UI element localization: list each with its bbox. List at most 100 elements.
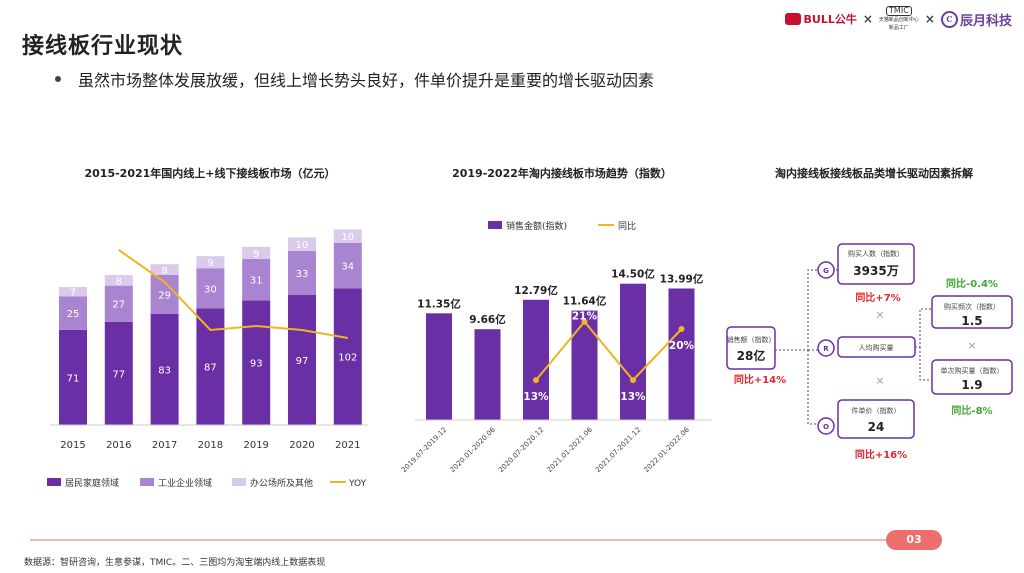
driver-connector-r2 (919, 347, 932, 381)
chart1-bar-label-2016-s0: 77 (112, 369, 125, 380)
page-number-badge: 03 (886, 530, 942, 550)
chart1-bar-label-2018-s0: 87 (204, 363, 217, 374)
driver-r1-change: 同比-0.4% (946, 277, 998, 290)
chart1-bar-2018-s0 (196, 308, 225, 425)
footnote: 数据源：智研咨询，生意参谋，TMIC。二、三图均为淘宝端内线上数据表现 (24, 558, 326, 568)
chart2-bar-5 (668, 288, 695, 420)
chart1-bar-2015-s0 (59, 329, 87, 425)
chart1-bar-2020-s0 (288, 295, 316, 425)
driver-o-circle (817, 417, 835, 435)
chart1-x-tick-2016: 2016 (106, 440, 131, 451)
chart1-bar-label-2019-s2: 9 (253, 249, 259, 260)
chart1-bar-2019-s2 (242, 246, 271, 259)
chart1-bar-label-2021-s2: 10 (341, 232, 354, 243)
bull-logo-icon (784, 13, 801, 25)
driver-r2-box (931, 359, 1013, 395)
chart1-bar-label-2018-s2: 9 (207, 258, 213, 269)
chart1-bar-label-2018-s1: 30 (204, 284, 217, 295)
driver-o-box (837, 399, 915, 439)
driver-r1-label: 购买频次（指数） (944, 302, 1000, 311)
chart2-legend-label-0: 销售金额(指数) (506, 220, 567, 232)
chart2-title: 2019-2022年淘内接线板市场趋势（指数） (452, 166, 672, 180)
separator-x: × (862, 12, 873, 26)
chart1-legend-swatch-2 (232, 478, 246, 486)
chart1-bar-label-2019-s1: 31 (250, 276, 263, 287)
chart1-x-tick-2015: 2015 (60, 440, 85, 451)
driver-r-label: 人均购买量 (859, 343, 894, 352)
chart2-x-tick-3: 2021.01-2021.06 (546, 425, 595, 474)
chart2-yoy-label-5: 20% (669, 340, 695, 352)
chart1-bar-2021-s1 (333, 242, 362, 289)
driver-r1-value: 1.5 (961, 314, 982, 328)
chart1-bar-2016-s1 (104, 285, 133, 322)
chart2-legend-label-1: 同比 (618, 220, 636, 232)
driver-root-box (726, 326, 776, 370)
chart1-x-tick-2020: 2020 (289, 440, 314, 451)
chart2-bar-0 (426, 313, 452, 420)
driver-times-1: × (875, 308, 884, 321)
driver-connector-r1 (915, 308, 932, 348)
chart1-bar-2020-s1 (288, 250, 316, 296)
chart1-bar-2018-s2 (196, 256, 225, 269)
driver-times-3: × (967, 339, 976, 352)
chart2-yoy-label-3: 21% (572, 311, 598, 323)
chart2-yoy-point-2 (533, 377, 539, 384)
chart1-bar-2018-s1 (196, 268, 225, 309)
bull-logo: BULL公牛 (784, 11, 857, 27)
chart1-bar-label-2020-s0: 97 (296, 356, 309, 367)
chart2-bar-label-1: 9.66亿 (469, 313, 506, 326)
chart1-bar-label-2016-s1: 27 (112, 300, 125, 311)
chenyue-logo: C 辰月科技 (940, 10, 1012, 29)
driver-r-circle-letter: R (823, 345, 829, 353)
chart1-bar-label-2020-s1: 33 (296, 269, 309, 280)
chart1-bar-2017-s0 (150, 313, 179, 425)
chart1-bar-label-2015-s1: 25 (67, 309, 80, 320)
chart2-yoy-point-4 (630, 377, 636, 384)
driver-o-value: 24 (868, 420, 885, 434)
bullet-point-icon (55, 76, 61, 82)
chart1-bar-label-2016-s2: 8 (116, 276, 122, 287)
driver-g-circle-letter: G (823, 267, 829, 275)
driver-r2-value: 1.9 (961, 378, 982, 392)
driver-o-label: 件单价（指数） (852, 406, 901, 415)
chart2-legend-swatch-0 (488, 221, 502, 229)
chart1-bar-2015-s2 (59, 286, 87, 297)
tmic-logo-subtext2: 新品工厂 (888, 25, 909, 31)
driver-tree-title: 淘内接线板接线板品类增长驱动因素拆解 (775, 166, 973, 180)
driver-connector-g (775, 269, 822, 351)
chart1-x-tick-2017: 2017 (152, 440, 177, 451)
chart1-bar-label-2020-s2: 10 (296, 240, 309, 251)
page-title: 接线板行业现状 (22, 34, 184, 59)
chart1-bar-label-2019-s0: 93 (250, 359, 263, 370)
chart2-yoy-point-5 (678, 326, 685, 332)
chart2-bar-1 (474, 329, 501, 420)
driver-g-circle (817, 261, 835, 279)
driver-r-box (837, 336, 916, 358)
chart1-bar-2015-s1 (59, 296, 87, 330)
chart1-legend-label-0: 居民家庭领域 (65, 477, 119, 489)
chart2-x-tick-0: 2019.07-2019.12 (400, 426, 448, 474)
chart1-legend-label-1: 工业企业领域 (158, 477, 212, 489)
driver-g-value: 3935万 (853, 264, 898, 278)
driver-connector-o (807, 350, 822, 425)
chart2-x-tick-2: 2020.07-2020.12 (497, 426, 545, 474)
chart1-bar-label-2015-s2: 7 (70, 288, 76, 299)
chenyue-logo-icon: C (940, 10, 958, 28)
chart1-bar-label-2017-s2: 8 (161, 266, 167, 277)
chart2-bar-label-3: 11.64亿 (563, 295, 607, 308)
chart1-bar-2017-s2 (150, 264, 179, 275)
chart1-legend-swatch-0 (47, 478, 61, 486)
chart1-bar-2019-s0 (242, 300, 271, 425)
chart1-bar-label-2021-s1: 34 (341, 262, 354, 273)
driver-g-change: 同比+7% (855, 291, 900, 304)
driver-g-box (837, 243, 915, 285)
chart2-yoy-label-4: 13% (620, 391, 646, 403)
chart2-yoy-label-2: 13% (523, 391, 549, 403)
chart2-bar-2 (523, 299, 549, 420)
chart2-x-tick-5: 2022.01-2022.06 (643, 425, 692, 474)
chart2-yoy-line (535, 320, 683, 382)
chart2-bar-label-5: 13.99亿 (660, 272, 704, 285)
separator-x-2: × (924, 12, 935, 26)
chart1-bar-2019-s1 (242, 258, 271, 301)
